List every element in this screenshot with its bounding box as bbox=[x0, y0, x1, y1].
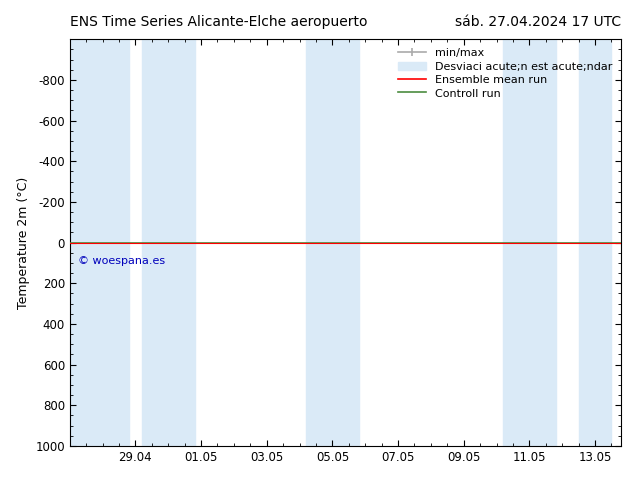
Bar bbox=[306, 39, 359, 446]
Text: © woespana.es: © woespana.es bbox=[78, 256, 165, 266]
Bar bbox=[579, 39, 611, 446]
Text: ENS Time Series Alicante-Elche aeropuerto: ENS Time Series Alicante-Elche aeropuert… bbox=[70, 15, 367, 29]
Legend: min/max, Desviaci acute;n est acute;ndar, Ensemble mean run, Controll run: min/max, Desviaci acute;n est acute;ndar… bbox=[395, 45, 616, 102]
Bar bbox=[70, 39, 129, 446]
Bar bbox=[503, 39, 555, 446]
Text: sáb. 27.04.2024 17 UTC: sáb. 27.04.2024 17 UTC bbox=[455, 15, 621, 29]
Bar bbox=[142, 39, 195, 446]
Y-axis label: Temperature 2m (°C): Temperature 2m (°C) bbox=[16, 176, 30, 309]
